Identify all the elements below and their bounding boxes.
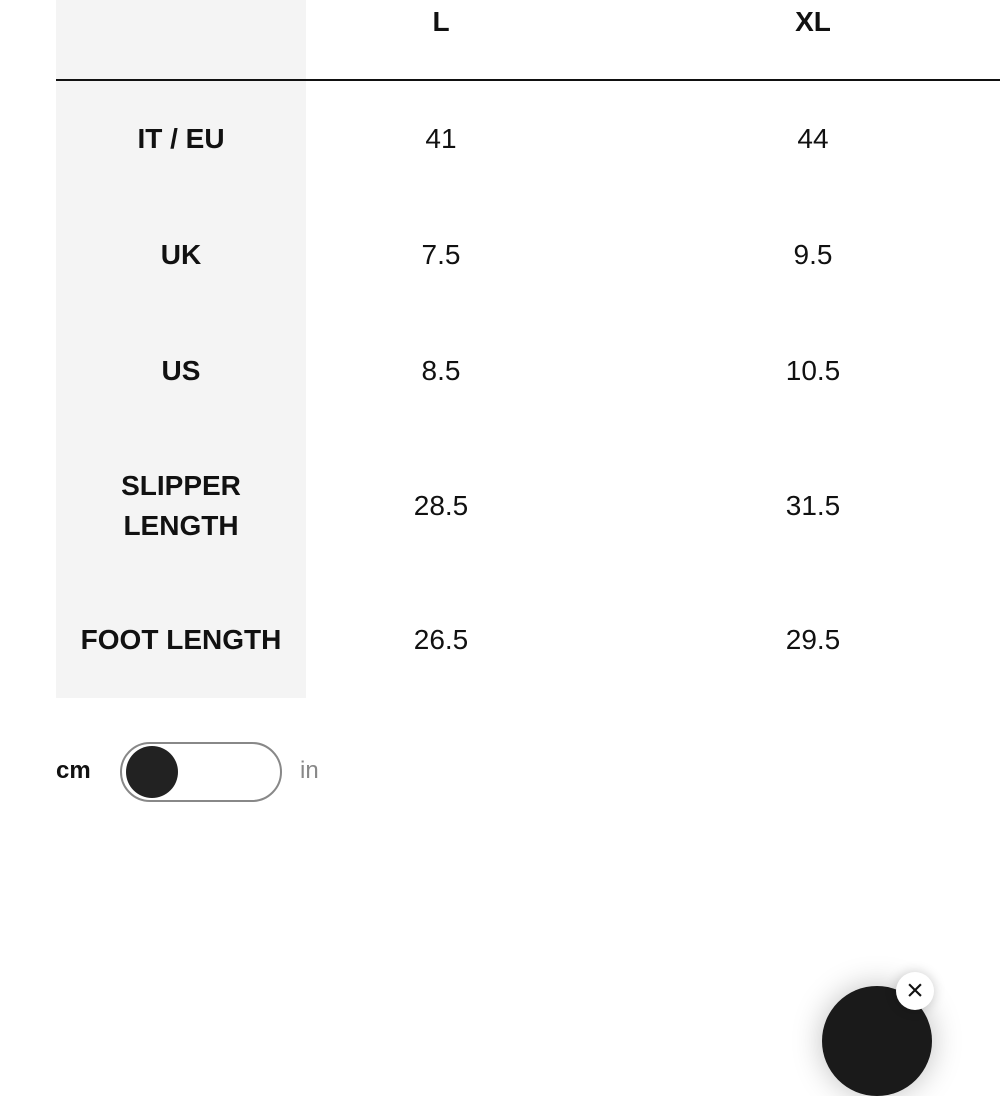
table-cell: 44: [797, 123, 829, 154]
table-cell: 26.5: [413, 624, 469, 655]
table-cell: 9.5: [793, 239, 833, 270]
table-cell: 7.5: [421, 239, 461, 270]
label-line: LENGTH: [123, 510, 239, 541]
size-header-xl: XL: [795, 6, 831, 37]
table-cell: 28.5: [413, 490, 469, 521]
table-cell: 29.5: [785, 624, 841, 655]
unit-toggle[interactable]: [120, 742, 282, 802]
size-header-l: L: [432, 6, 450, 37]
close-icon[interactable]: ×: [896, 972, 934, 1010]
row-label-it-eu: IT / EU: [137, 123, 225, 154]
toggle-knob[interactable]: [126, 746, 178, 798]
label-line: SLIPPER: [121, 470, 241, 501]
row-label-foot-length: FOOT LENGTH: [80, 624, 282, 655]
row-label-uk: UK: [160, 239, 202, 270]
table-cell: 41: [425, 123, 457, 154]
row-label-us: US: [161, 355, 201, 386]
header-divider: [56, 79, 1000, 81]
table-cell: 31.5: [785, 490, 841, 521]
row-label-slipper-length: SLIPPER LENGTH: [121, 466, 241, 546]
table-cell: 8.5: [421, 355, 461, 386]
unit-label-in: in: [300, 757, 319, 784]
label-column: [56, 0, 306, 698]
unit-label-cm: cm: [56, 757, 91, 784]
table-cell: 10.5: [785, 355, 841, 386]
